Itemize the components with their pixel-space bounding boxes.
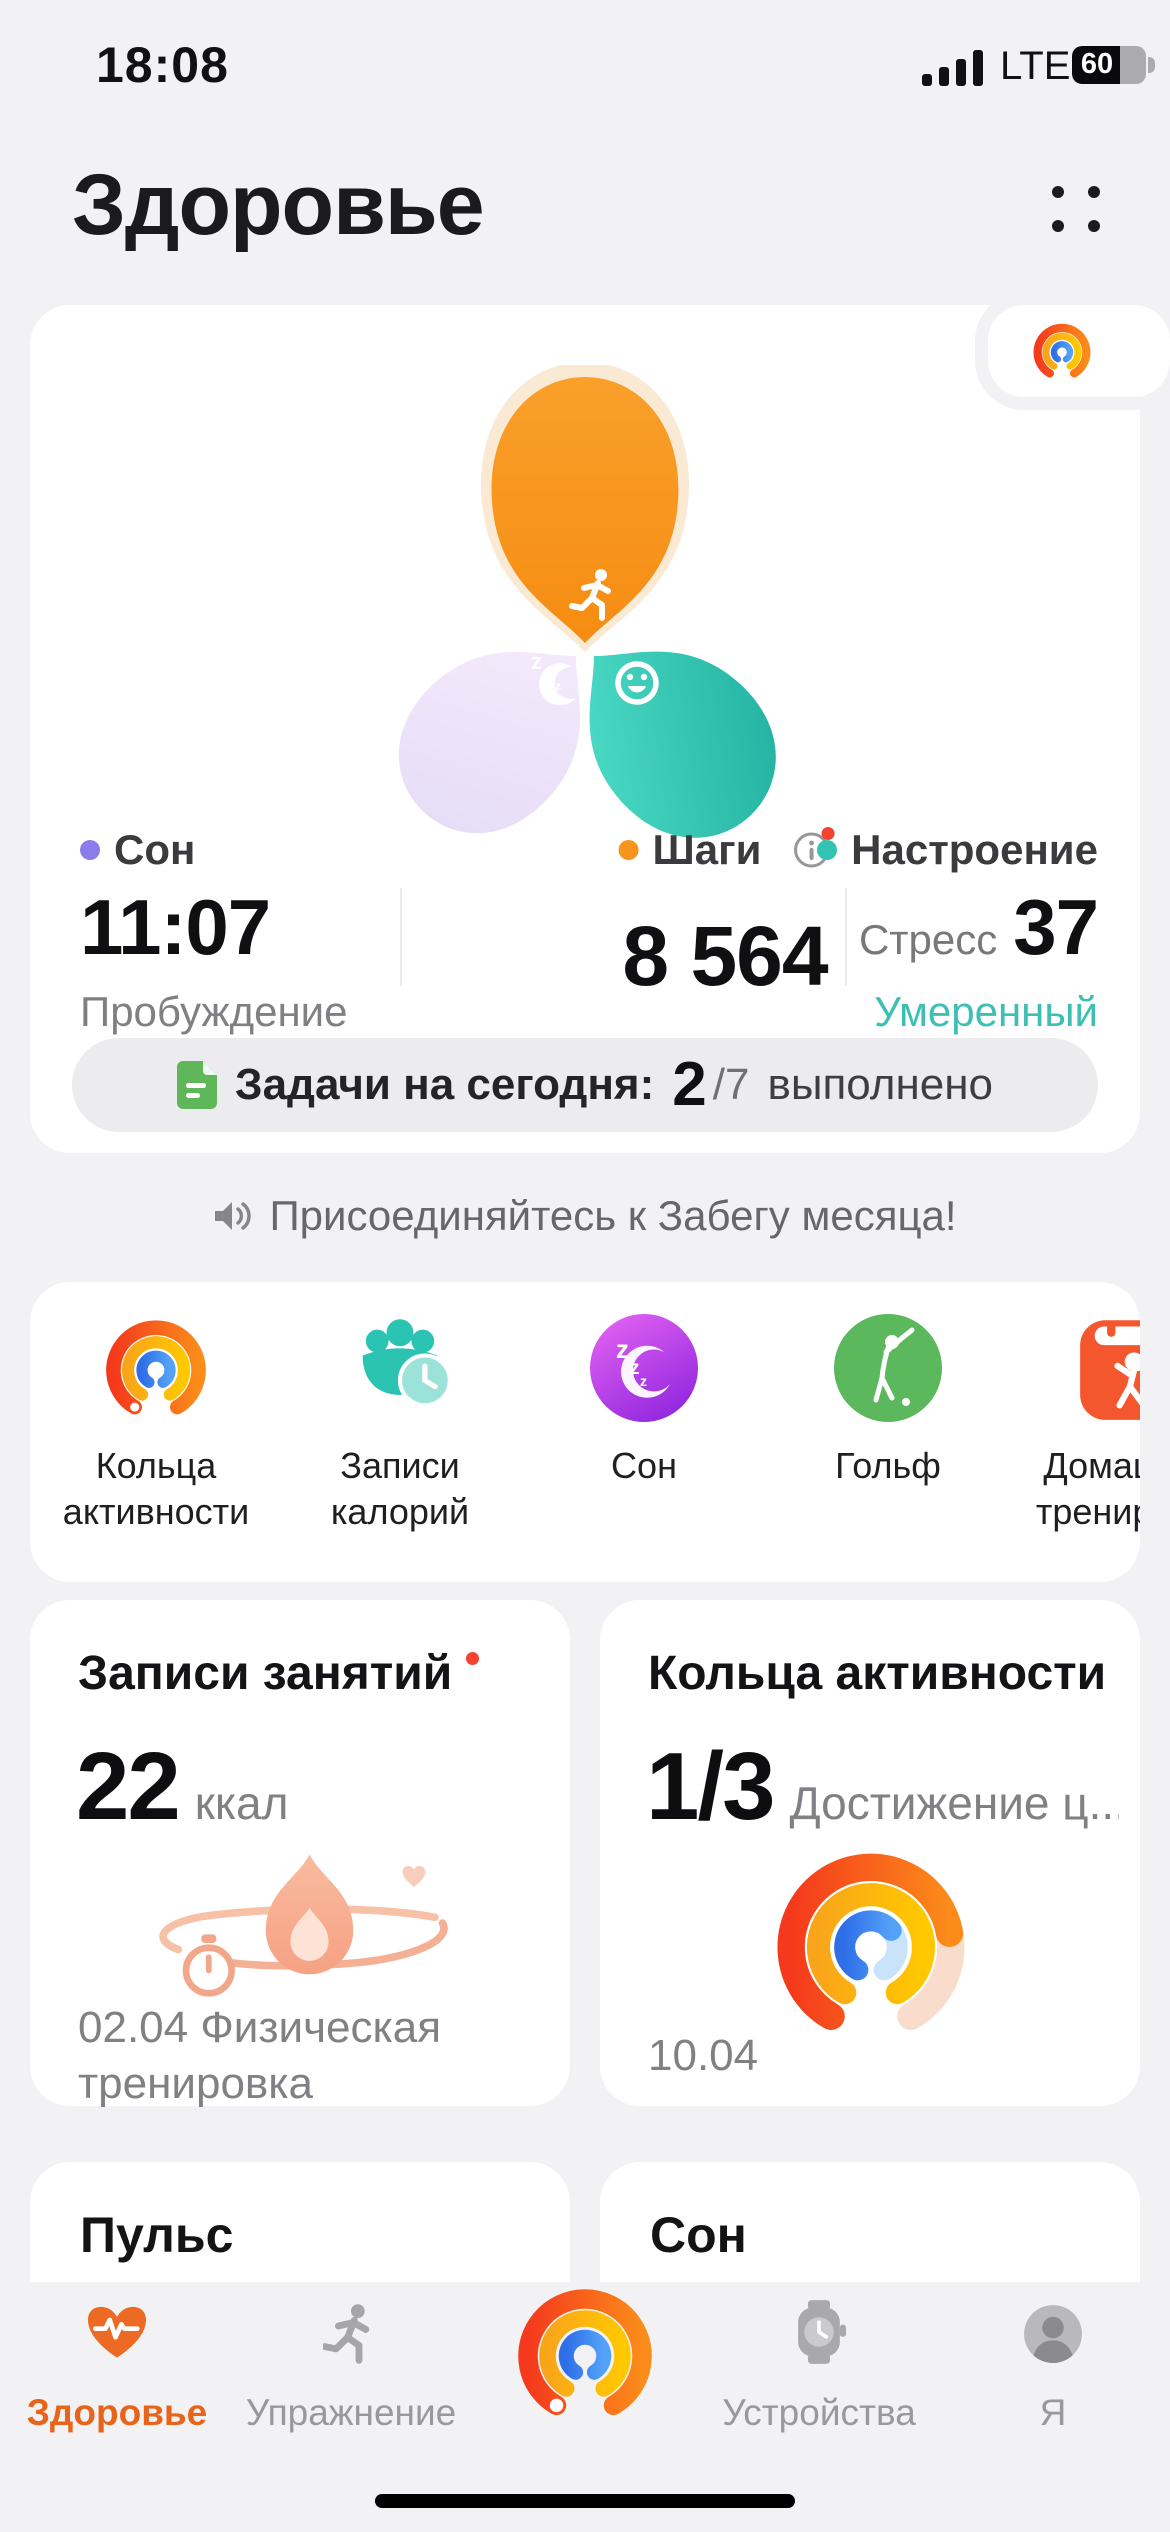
steps-dot-icon bbox=[618, 840, 639, 860]
shortcuts-card: Кольца активности Записи калорий z z z С… bbox=[30, 1282, 1140, 1582]
tab-bar: Здоровье Упражнение Устройства bbox=[0, 2282, 1170, 2532]
svg-text:z: z bbox=[531, 649, 542, 674]
activity-rings-shortcut-tab[interactable] bbox=[988, 305, 1170, 397]
shortcut-label: Сон bbox=[611, 1445, 677, 1486]
workout-records-card[interactable]: Записи занятий 22 ккал 02.04 Физическая … bbox=[30, 1600, 570, 2108]
workout-records-title-row: Записи занятий bbox=[78, 1646, 570, 1701]
tasks-title: Задачи на сегодня: bbox=[235, 1060, 655, 1109]
activity-rings-progress-graphic bbox=[766, 1838, 976, 2048]
grid-dots-menu-icon[interactable] bbox=[1040, 176, 1110, 238]
home-workout-calendar-icon bbox=[1080, 1320, 1140, 1420]
signal-strength-icon bbox=[922, 50, 983, 86]
golf-icon bbox=[834, 1314, 942, 1422]
steps-value: 8 564 bbox=[622, 909, 828, 1003]
tab-me-label: Я bbox=[1039, 2392, 1067, 2433]
battery-percent: 60 bbox=[1080, 48, 1114, 80]
announcement-banner[interactable]: Присоединяйтесь к Забегу месяца! bbox=[0, 1192, 1170, 1240]
tasks-total-count: /7 bbox=[712, 1060, 750, 1109]
exercise-runner-icon bbox=[323, 2302, 379, 2366]
moon-icon: z z z bbox=[531, 649, 576, 706]
activity-rings-icon bbox=[100, 1312, 212, 1424]
workout-kcal-unit: ккал bbox=[194, 1777, 289, 1829]
svg-text:z: z bbox=[616, 1334, 629, 1364]
tab-health-label: Здоровье bbox=[26, 2392, 208, 2433]
activity-rings-mini-icon bbox=[1030, 319, 1094, 383]
shortcut-activity-rings[interactable]: Кольца активности bbox=[46, 1306, 266, 1535]
battery-icon: 60 bbox=[1072, 46, 1146, 84]
steps-label: Шаги bbox=[652, 826, 762, 873]
workout-records-footer: 02.04 Физическая тренировка bbox=[78, 2003, 442, 2108]
sleep-stat[interactable]: Сон 11:07 Пробуждение bbox=[80, 826, 347, 1036]
sleep-sub: Пробуждение bbox=[80, 988, 348, 1035]
workout-records-badge bbox=[466, 1652, 480, 1665]
tasks-status: выполнено bbox=[767, 1060, 993, 1109]
stress-value: 37 bbox=[1013, 883, 1099, 971]
mood-dot-icon bbox=[817, 840, 838, 860]
health-heart-icon bbox=[88, 2306, 146, 2358]
shortcut-sleep[interactable]: z z z Сон bbox=[534, 1306, 754, 1489]
steps-stat[interactable]: Шаги 8 564 bbox=[618, 826, 835, 1003]
activity-rings-card[interactable]: Кольца активности 1/3 Достижение ц... 10… bbox=[600, 1600, 1140, 2106]
stress-level-link[interactable]: Умеренный bbox=[874, 988, 1098, 1035]
calorie-bowl-icon bbox=[362, 1319, 452, 1408]
shortcut-label: Гольф bbox=[835, 1445, 941, 1486]
sleep-dot-icon bbox=[80, 840, 100, 860]
activity-rings-logo-icon bbox=[510, 2278, 660, 2428]
tab-devices-label: Устройства bbox=[722, 2392, 916, 2433]
page-title: Здоровье bbox=[72, 157, 485, 253]
svg-text:z: z bbox=[630, 1358, 640, 1379]
sleep-petal[interactable]: z z z bbox=[364, 599, 633, 865]
tasks-done-count: 2 bbox=[672, 1050, 707, 1119]
rings-goal-caption: Достижение ц... bbox=[789, 1777, 1120, 1829]
me-avatar-icon bbox=[1024, 2305, 1082, 2363]
sleep-value: 11:07 bbox=[80, 883, 271, 971]
mood-label: Настроение bbox=[851, 826, 1098, 873]
shortcut-calorie-log[interactable]: Записи калорий bbox=[290, 1306, 510, 1535]
battery-fill bbox=[1072, 46, 1121, 84]
rings-goal-value: 1/3 bbox=[646, 1733, 775, 1840]
svg-text:z: z bbox=[545, 668, 553, 685]
shortcut-label: Домашняя тренировка bbox=[1035, 1445, 1140, 1532]
steps-info-badge bbox=[821, 827, 835, 840]
workout-records-title: Записи занятий bbox=[78, 1647, 453, 1700]
pulse-card-title: Пульс bbox=[80, 2207, 234, 2263]
speaker-icon bbox=[215, 1202, 252, 1230]
shortcut-home-workout[interactable]: Домашняя тренировка bbox=[1022, 1306, 1140, 1535]
stat-divider bbox=[400, 888, 402, 986]
mood-petal[interactable] bbox=[535, 597, 811, 865]
shortcut-label: Записи калорий bbox=[330, 1445, 470, 1532]
status-time: 18:08 bbox=[96, 37, 229, 93]
sleep-card-title: Сон bbox=[650, 2207, 747, 2263]
activity-rings-footer: 10.04 bbox=[648, 2031, 759, 2080]
announcement-text: Присоединяйтесь к Забегу месяца! bbox=[269, 1192, 957, 1239]
tab-exercise-label: Упражнение bbox=[245, 2392, 457, 2433]
stress-label: Стресс bbox=[858, 916, 998, 963]
mood-stat[interactable]: Настроение Стресс 37 Умеренный bbox=[817, 826, 1099, 1036]
svg-text:z: z bbox=[640, 1373, 647, 1389]
tasks-note-icon bbox=[177, 1061, 217, 1109]
devices-watch-icon bbox=[798, 2300, 846, 2364]
steps-petal[interactable] bbox=[491, 377, 679, 643]
svg-text:z: z bbox=[555, 679, 561, 693]
workout-kcal-value: 22 bbox=[76, 1733, 181, 1840]
shortcut-label: Кольца активности bbox=[62, 1445, 250, 1532]
smiley-icon bbox=[615, 661, 659, 705]
sleep-label: Сон bbox=[114, 826, 196, 873]
health-flower-graphic: z z z bbox=[364, 365, 811, 865]
activity-rings-title: Кольца активности bbox=[648, 1647, 1107, 1700]
daily-tasks-pill[interactable]: Задачи на сегодня: 2 /7 выполнено bbox=[72, 1038, 1098, 1132]
shortcut-golf[interactable]: Гольф bbox=[778, 1306, 998, 1489]
stat-divider bbox=[845, 888, 847, 986]
battery-nub bbox=[1148, 57, 1155, 73]
sleep-moon-icon: z z z bbox=[590, 1314, 698, 1422]
network-type-label: LTE bbox=[1000, 44, 1071, 88]
calorie-flame-illustration bbox=[159, 1854, 448, 1997]
home-indicator[interactable] bbox=[375, 2494, 795, 2508]
